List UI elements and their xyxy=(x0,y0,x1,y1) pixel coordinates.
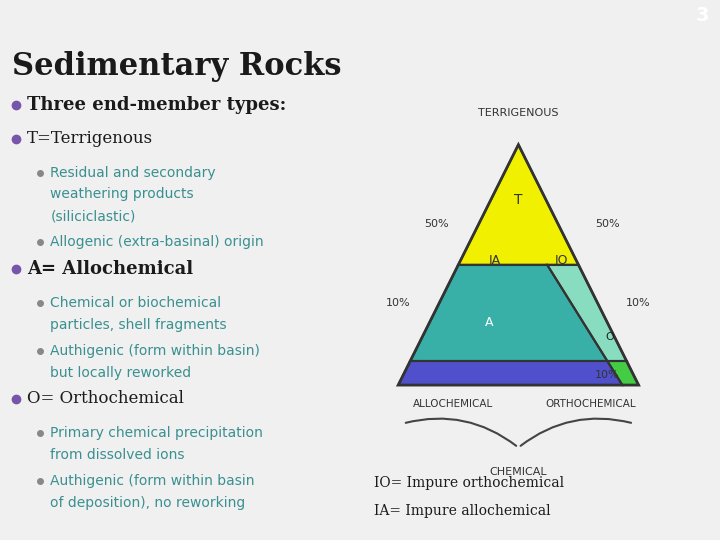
Text: A= Allochemical: A= Allochemical xyxy=(27,260,193,278)
Text: 10%: 10% xyxy=(595,370,620,381)
Text: ORTHOCHEMICAL: ORTHOCHEMICAL xyxy=(545,399,636,409)
Text: Authigenic (form within basin: Authigenic (form within basin xyxy=(50,474,255,488)
Text: Residual and secondary: Residual and secondary xyxy=(50,166,216,180)
Polygon shape xyxy=(398,361,622,385)
Text: CHEMICAL: CHEMICAL xyxy=(490,467,547,477)
Text: O: O xyxy=(606,332,614,342)
Text: IO= Impure orthochemical: IO= Impure orthochemical xyxy=(374,476,564,490)
Text: 10%: 10% xyxy=(626,298,651,308)
Text: from dissolved ions: from dissolved ions xyxy=(50,448,185,462)
Text: 50%: 50% xyxy=(424,219,449,229)
Text: ALLOCHEMICAL: ALLOCHEMICAL xyxy=(413,399,494,409)
Text: 10%: 10% xyxy=(386,298,410,308)
Polygon shape xyxy=(608,361,639,385)
Text: Three end-member types:: Three end-member types: xyxy=(27,96,287,113)
Text: Allogenic (extra-basinal) origin: Allogenic (extra-basinal) origin xyxy=(50,235,264,249)
Text: Chemical or biochemical: Chemical or biochemical xyxy=(50,296,222,310)
Text: Sedimentary Rocks: Sedimentary Rocks xyxy=(12,51,341,82)
Text: weathering products: weathering products xyxy=(50,187,194,201)
Text: 50%: 50% xyxy=(595,219,620,229)
Polygon shape xyxy=(547,265,626,361)
Polygon shape xyxy=(410,265,608,361)
Text: of deposition), no reworking: of deposition), no reworking xyxy=(50,496,246,510)
Text: 3: 3 xyxy=(696,6,709,25)
Text: T: T xyxy=(514,193,523,207)
Text: A: A xyxy=(485,316,494,329)
Text: but locally reworked: but locally reworked xyxy=(50,366,192,380)
Polygon shape xyxy=(459,145,578,265)
Text: (siliciclastic): (siliciclastic) xyxy=(50,209,136,223)
Text: IO: IO xyxy=(555,254,568,267)
Text: O= Orthochemical: O= Orthochemical xyxy=(27,390,184,408)
Text: particles, shell fragments: particles, shell fragments xyxy=(50,318,227,332)
Text: TERRIGENOUS: TERRIGENOUS xyxy=(478,109,559,118)
Text: Authigenic (form within basin): Authigenic (form within basin) xyxy=(50,344,260,358)
Text: IA: IA xyxy=(488,254,500,267)
Text: T=Terrigenous: T=Terrigenous xyxy=(27,130,153,147)
Text: Primary chemical precipitation: Primary chemical precipitation xyxy=(50,426,264,440)
Text: IA= Impure allochemical: IA= Impure allochemical xyxy=(374,504,551,518)
